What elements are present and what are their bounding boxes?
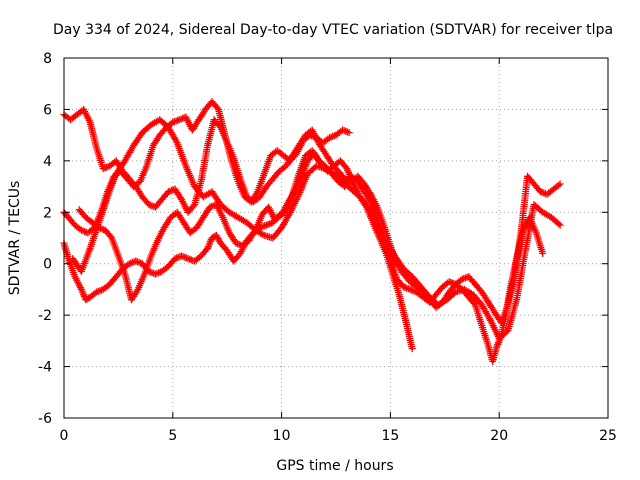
- data-point: [166, 187, 174, 195]
- x-tick-label: 25: [599, 428, 617, 444]
- data-point: [94, 287, 102, 295]
- axis-ticks: 0 5 10 15 20 25 -6 -4 -2 0 2 4 6 8: [38, 51, 617, 444]
- grid-lines: [64, 58, 608, 418]
- y-tick-label: 6: [43, 102, 52, 118]
- y-tick-label: -4: [38, 360, 52, 376]
- series-arc5: [60, 105, 564, 327]
- y-tick-label: 0: [43, 257, 52, 273]
- data-point: [340, 127, 348, 135]
- y-tick-label: 2: [43, 205, 52, 221]
- data-point: [408, 345, 416, 353]
- data-point: [174, 116, 182, 124]
- data-point: [555, 220, 563, 228]
- data-point: [171, 255, 179, 263]
- x-tick-label: 0: [60, 428, 69, 444]
- data-point: [539, 249, 547, 257]
- x-axis-label: GPS time / hours: [276, 458, 393, 474]
- series-arc7: [75, 149, 416, 353]
- data-point: [556, 221, 564, 229]
- x-tick-label: 15: [381, 428, 399, 444]
- y-tick-label: 8: [43, 51, 52, 67]
- data-point: [99, 165, 107, 173]
- x-tick-label: 5: [168, 428, 177, 444]
- data-point: [327, 133, 335, 141]
- data-point: [182, 254, 190, 262]
- data-point: [186, 255, 194, 263]
- data-point: [169, 118, 177, 126]
- data-point: [406, 285, 414, 293]
- data-point: [95, 224, 103, 232]
- data-point: [470, 299, 478, 307]
- series-arc6: [69, 116, 564, 342]
- data-point: [258, 223, 265, 231]
- data-point: [147, 201, 154, 209]
- y-tick-label: -2: [38, 308, 52, 324]
- y-tick-label: 4: [43, 154, 52, 170]
- x-tick-label: 20: [490, 428, 508, 444]
- data-marks: [60, 98, 564, 365]
- data-point: [445, 278, 453, 286]
- chart-title: Day 334 of 2024, Sidereal Day-to-day VTE…: [53, 22, 613, 38]
- y-tick-label: -6: [38, 411, 52, 427]
- data-point: [132, 257, 140, 265]
- plot-frame: [63, 57, 609, 419]
- data-point: [345, 129, 353, 137]
- data-point: [556, 180, 564, 188]
- x-tick-label: 10: [273, 428, 291, 444]
- y-axis-label: SDTVAR / TECUs: [7, 181, 23, 296]
- data-point: [555, 181, 562, 189]
- data-point: [135, 258, 143, 266]
- data-point: [232, 239, 240, 247]
- data-point: [127, 259, 135, 267]
- data-point: [189, 202, 197, 210]
